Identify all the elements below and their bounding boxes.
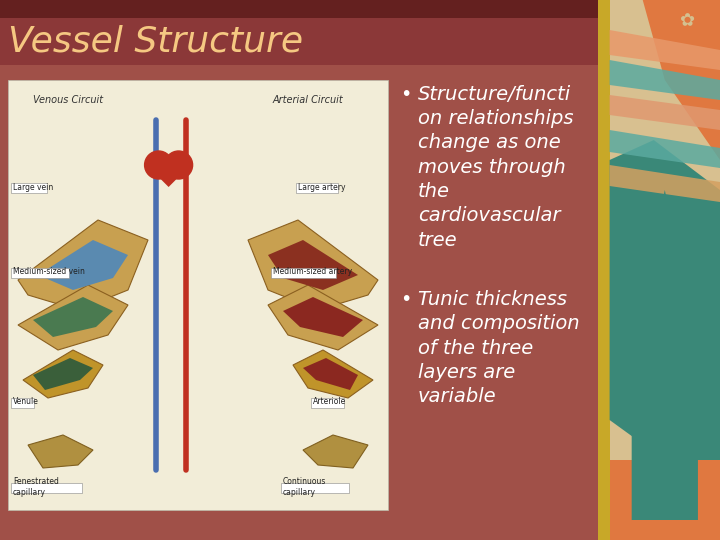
Bar: [0, 18, 598, 65]
Polygon shape: [283, 297, 363, 337]
Bar: [11, 268, 69, 278]
Bar: [311, 398, 344, 408]
Polygon shape: [293, 350, 373, 398]
Polygon shape: [33, 358, 93, 390]
Text: Large vein: Large vein: [13, 183, 53, 192]
Polygon shape: [23, 350, 103, 398]
Text: Tunic thickness
and composition
of the three
layers are
variable: Tunic thickness and composition of the t…: [418, 290, 580, 406]
Text: ✿: ✿: [679, 12, 695, 30]
Polygon shape: [610, 140, 720, 480]
Text: Medium-sized artery: Medium-sized artery: [273, 267, 352, 276]
Polygon shape: [248, 220, 378, 310]
Polygon shape: [148, 167, 189, 187]
Polygon shape: [610, 60, 720, 100]
Polygon shape: [18, 285, 128, 350]
Bar: [11, 483, 82, 493]
Bar: [0, 0, 598, 18]
Bar: [610, 460, 720, 540]
Polygon shape: [33, 297, 113, 337]
Text: Vessel Structure: Vessel Structure: [8, 25, 303, 59]
Bar: [610, 0, 720, 540]
Polygon shape: [303, 435, 368, 468]
Polygon shape: [610, 130, 720, 168]
Text: Arteriole: Arteriole: [313, 397, 346, 407]
Polygon shape: [303, 358, 358, 390]
Polygon shape: [643, 0, 720, 160]
Polygon shape: [610, 95, 720, 130]
Bar: [271, 268, 336, 278]
Bar: [11, 183, 47, 193]
Text: •: •: [400, 85, 411, 104]
Bar: [281, 483, 349, 493]
Circle shape: [165, 151, 193, 179]
Bar: [0, 65, 598, 540]
Text: Arterial Circuit: Arterial Circuit: [273, 95, 343, 105]
Text: Continuous
capillary: Continuous capillary: [283, 477, 326, 497]
Bar: [598, 0, 610, 540]
Polygon shape: [610, 165, 720, 202]
Polygon shape: [610, 30, 720, 70]
Text: Medium-sized vein: Medium-sized vein: [13, 267, 85, 276]
Text: Venule: Venule: [13, 397, 39, 407]
Polygon shape: [38, 240, 128, 290]
Bar: [8, 80, 388, 510]
Bar: [296, 183, 338, 193]
Text: Fenestrated
capillary: Fenestrated capillary: [13, 477, 59, 497]
Text: Venous Circuit: Venous Circuit: [33, 95, 103, 105]
Polygon shape: [268, 285, 378, 350]
Text: •: •: [400, 290, 411, 309]
Text: Large artery: Large artery: [298, 183, 346, 192]
Bar: [11, 398, 35, 408]
Polygon shape: [268, 240, 358, 290]
Polygon shape: [28, 435, 93, 468]
Circle shape: [145, 151, 173, 179]
Polygon shape: [18, 220, 148, 310]
Text: Structure/functi
on relationships
change as one
moves through
the
cardiovascular: Structure/functi on relationships change…: [418, 85, 574, 249]
Bar: [610, 0, 720, 540]
Polygon shape: [631, 190, 698, 520]
